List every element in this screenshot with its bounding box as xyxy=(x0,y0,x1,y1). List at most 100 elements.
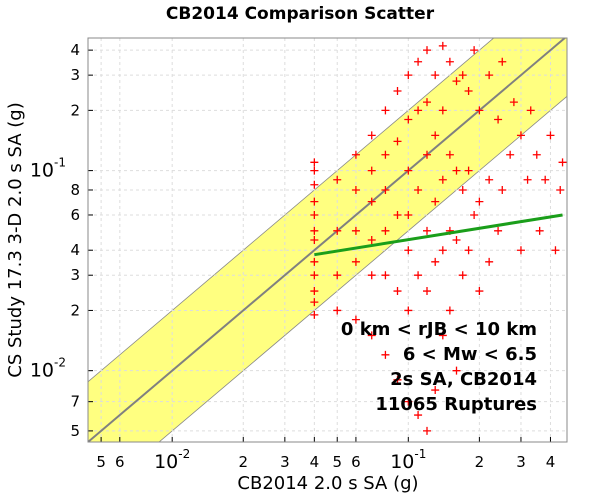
x-tick-label-text: 10 xyxy=(390,451,414,473)
x-tick-label-text: 3 xyxy=(280,453,290,471)
data-point xyxy=(404,166,413,175)
data-point xyxy=(509,98,518,107)
y-tick-label: 5 xyxy=(70,421,80,439)
annotation: 6 < Mw < 6.5 xyxy=(403,344,537,365)
x-tick-label-text: 2 xyxy=(238,453,248,471)
data-point xyxy=(452,77,461,86)
data-point xyxy=(452,166,461,175)
data-point xyxy=(475,287,484,296)
data-point xyxy=(404,397,413,406)
y-tick-label-text: 5 xyxy=(70,421,80,439)
data-point xyxy=(423,98,432,107)
data-point xyxy=(485,71,494,80)
y-tick-label: 2 xyxy=(70,301,80,319)
data-point xyxy=(516,246,525,255)
y-tick-label: 4 xyxy=(70,41,80,59)
data-point xyxy=(414,271,423,280)
y-tick-label-text: 2 xyxy=(70,301,80,319)
x-tick-label: 3 xyxy=(280,453,290,471)
annotation: 0 km < rJB < 10 km xyxy=(341,319,537,340)
data-point xyxy=(351,257,360,266)
y-tick-label-text: 6 xyxy=(70,205,80,223)
x-tick-label-text: 2 xyxy=(475,453,485,471)
x-tick-label: 5 xyxy=(96,453,106,471)
data-point xyxy=(381,150,390,159)
data-point xyxy=(310,235,319,244)
data-point xyxy=(485,257,494,266)
data-point xyxy=(310,180,319,189)
x-tick-label-text: 4 xyxy=(310,453,320,471)
data-point xyxy=(393,210,402,219)
identity-line xyxy=(88,38,567,442)
x-tick-label: 2 xyxy=(238,453,248,471)
data-point xyxy=(458,271,467,280)
data-point xyxy=(423,226,432,235)
y-tick-label-exponent: -2 xyxy=(54,355,66,369)
x-tick-label: 3 xyxy=(516,453,526,471)
x-tick-label: 5 xyxy=(332,453,342,471)
data-point xyxy=(310,166,319,175)
data-point xyxy=(310,257,319,266)
agreement-band xyxy=(88,38,567,442)
data-point xyxy=(414,106,423,115)
data-point xyxy=(494,115,503,124)
x-tick-label-text: 4 xyxy=(546,453,556,471)
data-point xyxy=(431,386,440,395)
data-point xyxy=(333,271,342,280)
data-point xyxy=(498,185,507,194)
data-point xyxy=(464,86,473,95)
x-tick-label: 4 xyxy=(546,453,556,471)
data-point xyxy=(541,175,550,184)
data-point xyxy=(494,226,503,235)
y-axis-label: CS Study 17.3 3-D 2.0 s SA (g) xyxy=(5,102,26,377)
data-point xyxy=(556,185,565,194)
x-tick-label-text: 6 xyxy=(115,453,125,471)
data-point xyxy=(464,166,473,175)
data-point xyxy=(351,315,360,324)
data-point xyxy=(532,150,541,159)
data-point xyxy=(438,175,447,184)
data-point xyxy=(423,150,432,159)
data-point xyxy=(431,71,440,80)
x-tick-label: 2 xyxy=(475,453,485,471)
data-point xyxy=(535,226,544,235)
y-tick-label-text: 3 xyxy=(70,66,80,84)
data-point xyxy=(393,287,402,296)
x-tick-label-exponent: -2 xyxy=(178,447,190,461)
y-tick-label-text: 3 xyxy=(70,266,80,284)
x-axis-label: CB2014 2.0 s SA (g) xyxy=(237,473,418,494)
data-point xyxy=(523,175,532,184)
data-point xyxy=(452,366,461,375)
data-point xyxy=(310,210,319,219)
x-tick-label: 6 xyxy=(115,453,125,471)
data-point xyxy=(516,131,525,140)
annotation: 2s SA, CB2014 xyxy=(390,369,537,390)
data-point xyxy=(351,185,360,194)
data-point xyxy=(381,106,390,115)
data-point xyxy=(438,41,447,50)
y-tick-label: 10-2 xyxy=(30,355,66,381)
x-tick-label-text: 3 xyxy=(516,453,526,471)
y-tick-label: 4 xyxy=(70,241,80,259)
plot-area xyxy=(88,38,567,442)
data-point xyxy=(458,71,467,80)
y-tick-label-text: 7 xyxy=(70,392,80,410)
data-point xyxy=(464,246,473,255)
data-point xyxy=(310,158,319,167)
x-tick-label: 10-1 xyxy=(390,447,426,473)
data-point xyxy=(546,131,555,140)
data-point xyxy=(414,57,423,66)
data-point xyxy=(404,71,413,80)
data-point xyxy=(351,226,360,235)
x-tick-label-exponent: -1 xyxy=(414,447,426,461)
y-tick-label: 7 xyxy=(70,392,80,410)
data-point xyxy=(381,185,390,194)
data-point xyxy=(431,257,440,266)
data-point xyxy=(498,57,507,66)
y-tick-label: 3 xyxy=(70,266,80,284)
y-tick-label-exponent: -1 xyxy=(54,155,66,169)
data-point xyxy=(393,86,402,95)
data-point xyxy=(367,271,376,280)
data-point xyxy=(310,298,319,307)
